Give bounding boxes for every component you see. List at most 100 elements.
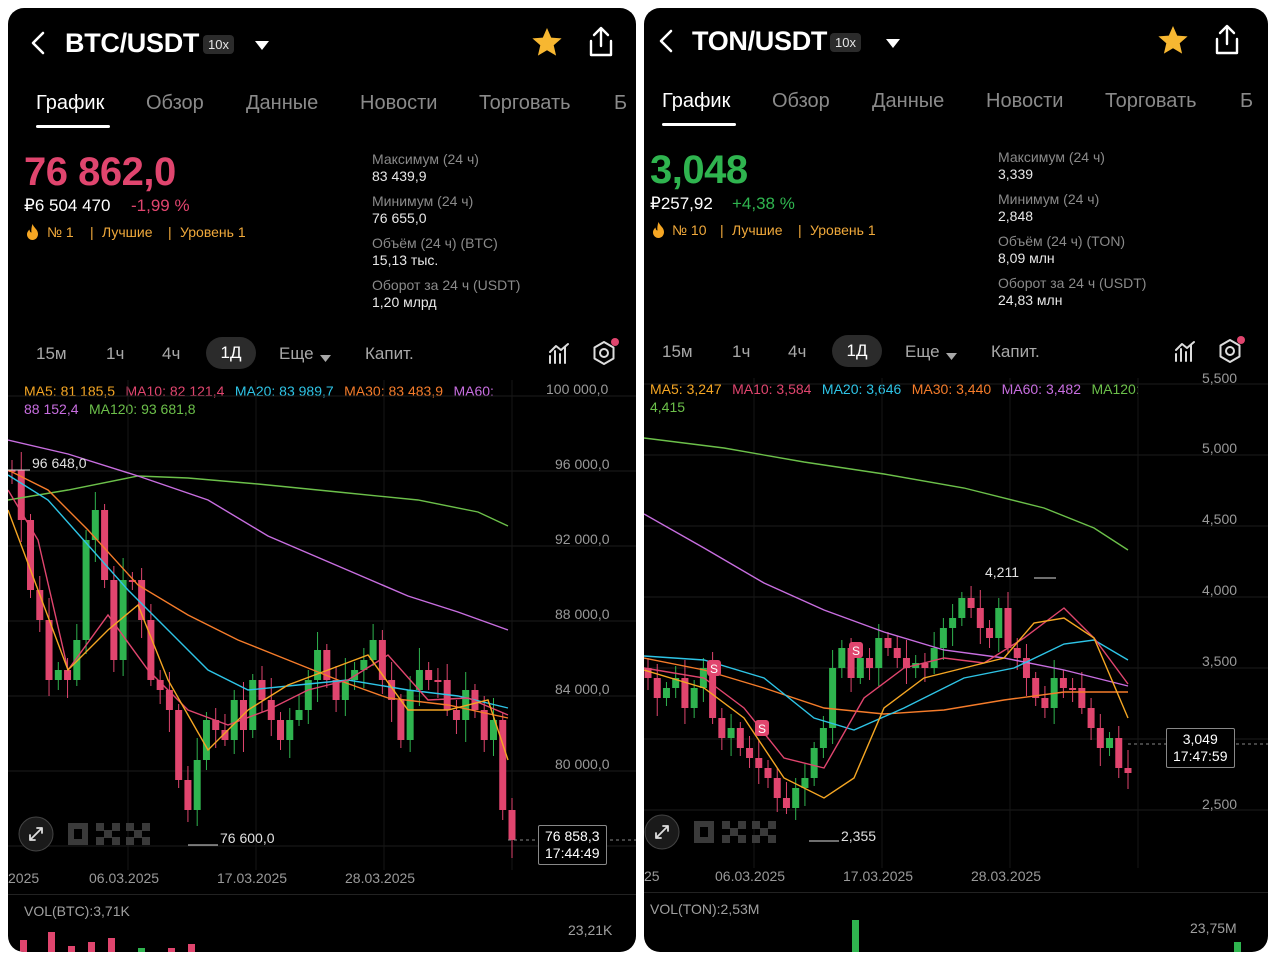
chevron-down-icon[interactable] xyxy=(946,348,957,366)
ma5-label: MA5: 3,247 xyxy=(650,381,722,397)
candle xyxy=(1078,688,1086,708)
indicators-icon[interactable] xyxy=(548,342,570,369)
rank-label[interactable]: № 10 xyxy=(672,222,707,238)
volume-label: VOL(TON):2,53M xyxy=(650,901,760,917)
chevron-down-icon[interactable] xyxy=(886,36,900,54)
star-icon[interactable] xyxy=(1157,25,1189,60)
tab-overview[interactable]: Обзор xyxy=(146,92,204,114)
x-axis-date: 17.03.2025 xyxy=(843,868,914,884)
timeframe-capit[interactable]: Капит. xyxy=(365,344,414,363)
timeframe-4h[interactable]: 4ч xyxy=(162,344,181,363)
candle xyxy=(360,660,368,670)
tab-overview[interactable]: Обзор xyxy=(772,90,830,112)
candle xyxy=(27,520,35,590)
ma60-label: MA60: xyxy=(453,383,494,399)
tab-trade[interactable]: Торговать xyxy=(479,92,571,114)
tab-data[interactable]: Данные xyxy=(246,92,319,114)
stat-volume-value: 8,09 млн xyxy=(998,250,1055,266)
candle xyxy=(792,788,800,808)
stat-turnover-label: Оборот за 24 ч (USDT) xyxy=(998,275,1147,291)
best-label[interactable]: Лучшие xyxy=(102,224,153,240)
candle xyxy=(986,628,994,638)
level-label[interactable]: Уровень 1 xyxy=(180,224,246,240)
timeframe-15m[interactable]: 15м xyxy=(662,342,693,361)
timeframe-more[interactable]: Еще xyxy=(905,342,940,361)
candle xyxy=(110,580,118,660)
volume-label: VOL(BTC):3,71K xyxy=(24,903,130,919)
candle xyxy=(939,628,947,648)
volume-divider xyxy=(8,894,636,895)
sell-signal-icon[interactable]: S xyxy=(755,720,769,736)
sell-signal-icon[interactable]: S xyxy=(707,660,721,676)
stat-low-value: 76 655,0 xyxy=(372,210,427,226)
svg-text:S: S xyxy=(710,662,718,676)
candle xyxy=(388,680,396,700)
candle xyxy=(277,720,285,740)
back-icon[interactable] xyxy=(30,30,46,61)
candle xyxy=(314,650,322,680)
last-price: 76 862,0 xyxy=(24,150,176,194)
share-icon[interactable] xyxy=(1213,24,1241,61)
y-axis-label: 5,500 xyxy=(1202,370,1238,386)
chevron-down-icon[interactable] xyxy=(255,38,269,56)
timeframe-more[interactable]: Еще xyxy=(279,344,314,363)
settings-icon[interactable] xyxy=(1217,336,1245,369)
candle xyxy=(893,648,901,658)
timeframe-15m[interactable]: 15м xyxy=(36,344,67,363)
pair-title[interactable]: BTC/USDT xyxy=(65,28,200,58)
y-axis-label: 4,500 xyxy=(1202,511,1238,527)
candle xyxy=(147,620,155,680)
best-label[interactable]: Лучшие xyxy=(732,222,783,238)
rank-label[interactable]: № 1 xyxy=(47,224,74,240)
candle xyxy=(930,648,938,668)
candle xyxy=(249,680,257,730)
settings-icon[interactable] xyxy=(591,338,619,371)
indicators-icon[interactable] xyxy=(1174,340,1196,367)
candlestick-chart[interactable]: S S S xyxy=(644,378,1268,868)
tab-chart[interactable]: График xyxy=(662,90,731,112)
tab-trade[interactable]: Торговать xyxy=(1105,90,1197,112)
pair-title[interactable]: TON/USDT xyxy=(692,26,828,56)
tab-news[interactable]: Новости xyxy=(986,90,1064,112)
tab-more[interactable]: Б xyxy=(614,92,628,114)
stat-turnover-label: Оборот за 24 ч (USDT) xyxy=(372,277,521,293)
tab-data[interactable]: Данные xyxy=(872,90,945,112)
timeframe-1h[interactable]: 1ч xyxy=(106,344,125,363)
expand-icon[interactable] xyxy=(644,814,680,855)
timeframe-capit[interactable]: Капит. xyxy=(991,342,1040,361)
timeframe-4h[interactable]: 4ч xyxy=(788,342,807,361)
candlestick-chart[interactable] xyxy=(8,380,636,870)
tab-chart[interactable]: График xyxy=(36,92,105,114)
volume-bar xyxy=(188,944,195,952)
ma10-label: MA10: 82 121,4 xyxy=(125,383,225,399)
ma60-label: MA60: 3,482 xyxy=(1001,381,1081,397)
tab-news[interactable]: Новости xyxy=(360,92,438,114)
ma-line xyxy=(8,474,509,709)
candle xyxy=(709,668,717,718)
candle xyxy=(958,598,966,618)
share-icon[interactable] xyxy=(587,26,615,63)
chevron-down-icon[interactable] xyxy=(320,350,331,368)
stat-turnover-value: 24,83 млн xyxy=(998,292,1063,308)
sell-signal-icon[interactable]: S xyxy=(849,642,863,658)
candle xyxy=(230,700,238,740)
candle xyxy=(1115,738,1123,768)
timeframe-1h[interactable]: 1ч xyxy=(732,342,751,361)
candle xyxy=(397,700,405,740)
candle xyxy=(156,680,164,690)
back-icon[interactable] xyxy=(658,28,674,59)
y-axis-label: 4,000 xyxy=(1202,582,1238,598)
tab-more[interactable]: Б xyxy=(1240,90,1254,112)
y-axis-label: 100 000,0 xyxy=(546,381,609,397)
timeframe-1d[interactable]: 1Д xyxy=(206,337,256,369)
candle xyxy=(672,678,680,688)
expand-icon[interactable] xyxy=(18,816,54,857)
star-icon[interactable] xyxy=(531,27,563,62)
candle xyxy=(755,758,763,768)
fiat-price: ₽6 504 470 xyxy=(24,196,111,215)
candle xyxy=(1087,708,1095,728)
timeframe-1d[interactable]: 1Д xyxy=(832,335,882,367)
y-axis-label: 5,000 xyxy=(1202,440,1238,456)
candle xyxy=(406,690,414,740)
level-label[interactable]: Уровень 1 xyxy=(810,222,876,238)
